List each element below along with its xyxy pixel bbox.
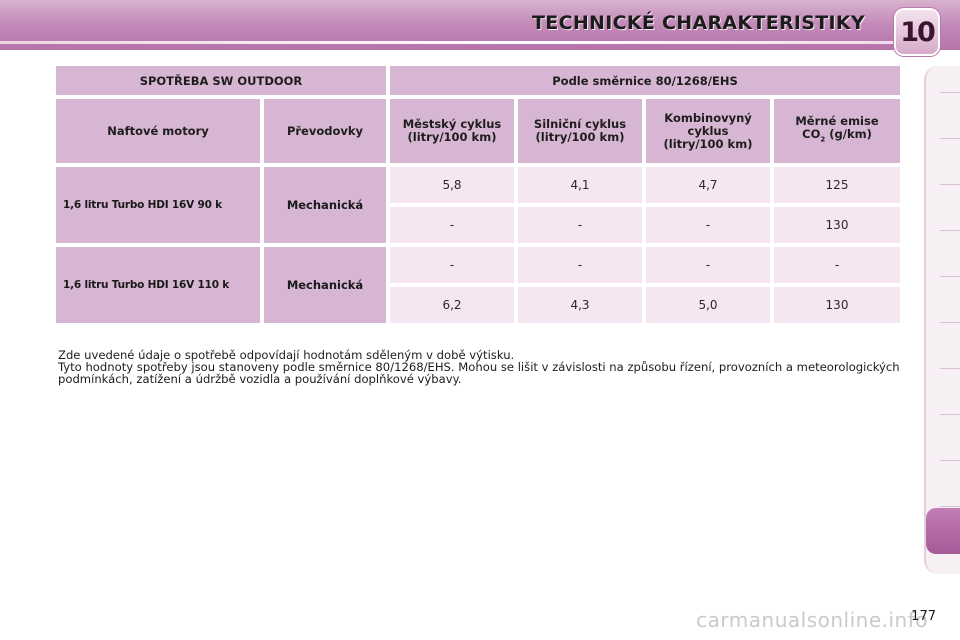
consumption-table: SPOTŘEBA SW OUTDOOR Podle směrnice 80/12… [52,62,904,327]
chapter-tab-active[interactable] [926,508,960,554]
table-group-header-right: Podle směrnice 80/1268/EHS [390,66,900,95]
column-header-city-line1: Městský cyklus [402,117,502,131]
table-row: - - - 130 [56,207,900,243]
column-header-city-cycle: Městský cyklus (litry/100 km) [390,99,514,163]
column-header-combined-line1: Kombinovyný [664,110,752,125]
table-row: 6,2 4,3 5,0 130 [56,287,900,323]
tab-separator [940,230,960,231]
tab-separator [940,276,960,277]
combined-cycle-value: 4,7 [646,167,770,203]
chapter-tab-strip [924,66,960,574]
road-cycle-value: 4,3 [518,287,642,323]
column-header-engine: Naftové motory [56,99,260,163]
city-cycle-value: 6,2 [390,287,514,323]
column-header-combined-line2: cyklus [687,123,729,138]
tab-separator [940,414,960,415]
engine-name-cell: 1,6 litru Turbo HDI 16V 90 k [56,167,260,243]
column-header-co2-symbol: CO [802,127,821,142]
tab-separator [940,184,960,185]
gearbox-cell: Mechanická [264,167,386,243]
co2-value: 130 [774,287,900,323]
tab-separator [940,506,960,507]
table-row: 1,6 litru Turbo HDI 16V 110 k Mechanická… [56,247,900,323]
column-header-road-line2: (litry/100 km) [535,130,625,144]
tab-separator [940,460,960,461]
table-group-header-left: SPOTŘEBA SW OUTDOOR [56,66,386,95]
column-header-co2-emissions: Měrné emise CO2 (g/km) [774,99,900,163]
co2-value: 125 [774,167,900,203]
page-number: 177 [911,609,936,624]
chapter-number-badge[interactable]: 10 [896,10,938,54]
column-header-road-cycle: Silniční cyklus (litry/100 km) [518,99,642,163]
column-header-gearbox: Převodovky [264,99,386,163]
column-header-city-line2: (litry/100 km) [407,130,497,144]
co2-value: 130 [774,207,900,243]
city-cycle-value: - [390,207,514,243]
footnote-line-2: Tyto hodnoty spotřeby jsou stanoveny pod… [58,360,900,386]
watermark-text: carmanualsonline.info [696,608,928,632]
column-header-co2-unit: (g/km) [825,127,872,142]
chapter-number: 10 [900,16,936,48]
tab-separator [940,368,960,369]
tab-separator [940,92,960,93]
city-cycle-value: 5,8 [390,167,514,203]
footnote-text: Zde uvedené údaje o spotřebě odpovídají … [58,349,910,385]
road-cycle-value: 4,1 [518,167,642,203]
road-cycle-value: - [518,247,642,283]
engine-name-cell: 1,6 litru Turbo HDI 16V 110 k [56,247,260,323]
co2-value: - [774,247,900,283]
column-header-co2-subscript: 2 [820,135,826,144]
combined-cycle-value: - [646,247,770,283]
road-cycle-value: - [518,207,642,243]
consumption-table-container: SPOTŘEBA SW OUTDOOR Podle směrnice 80/12… [56,62,904,327]
tab-separator [940,322,960,323]
column-header-road-line1: Silniční cyklus [533,117,627,131]
city-cycle-value: - [390,247,514,283]
combined-cycle-value: - [646,207,770,243]
gearbox-cell: Mechanická [264,247,386,323]
chapter-title: TECHNICKÉ CHARAKTERISTIKY [532,12,865,34]
header-divider-line [0,41,895,44]
column-header-co2-line1: Měrné emise [795,114,879,129]
footnote-line-1: Zde uvedené údaje o spotřebě odpovídají … [58,348,515,362]
column-header-combined-line3: (litry/100 km) [663,136,753,151]
tab-separator [940,138,960,139]
column-header-combined-cycle: Kombinovyný cyklus (litry/100 km) [646,99,770,163]
table-row: 1,6 litru Turbo HDI 16V 90 k Mechanická … [56,167,900,243]
combined-cycle-value: 5,0 [646,287,770,323]
